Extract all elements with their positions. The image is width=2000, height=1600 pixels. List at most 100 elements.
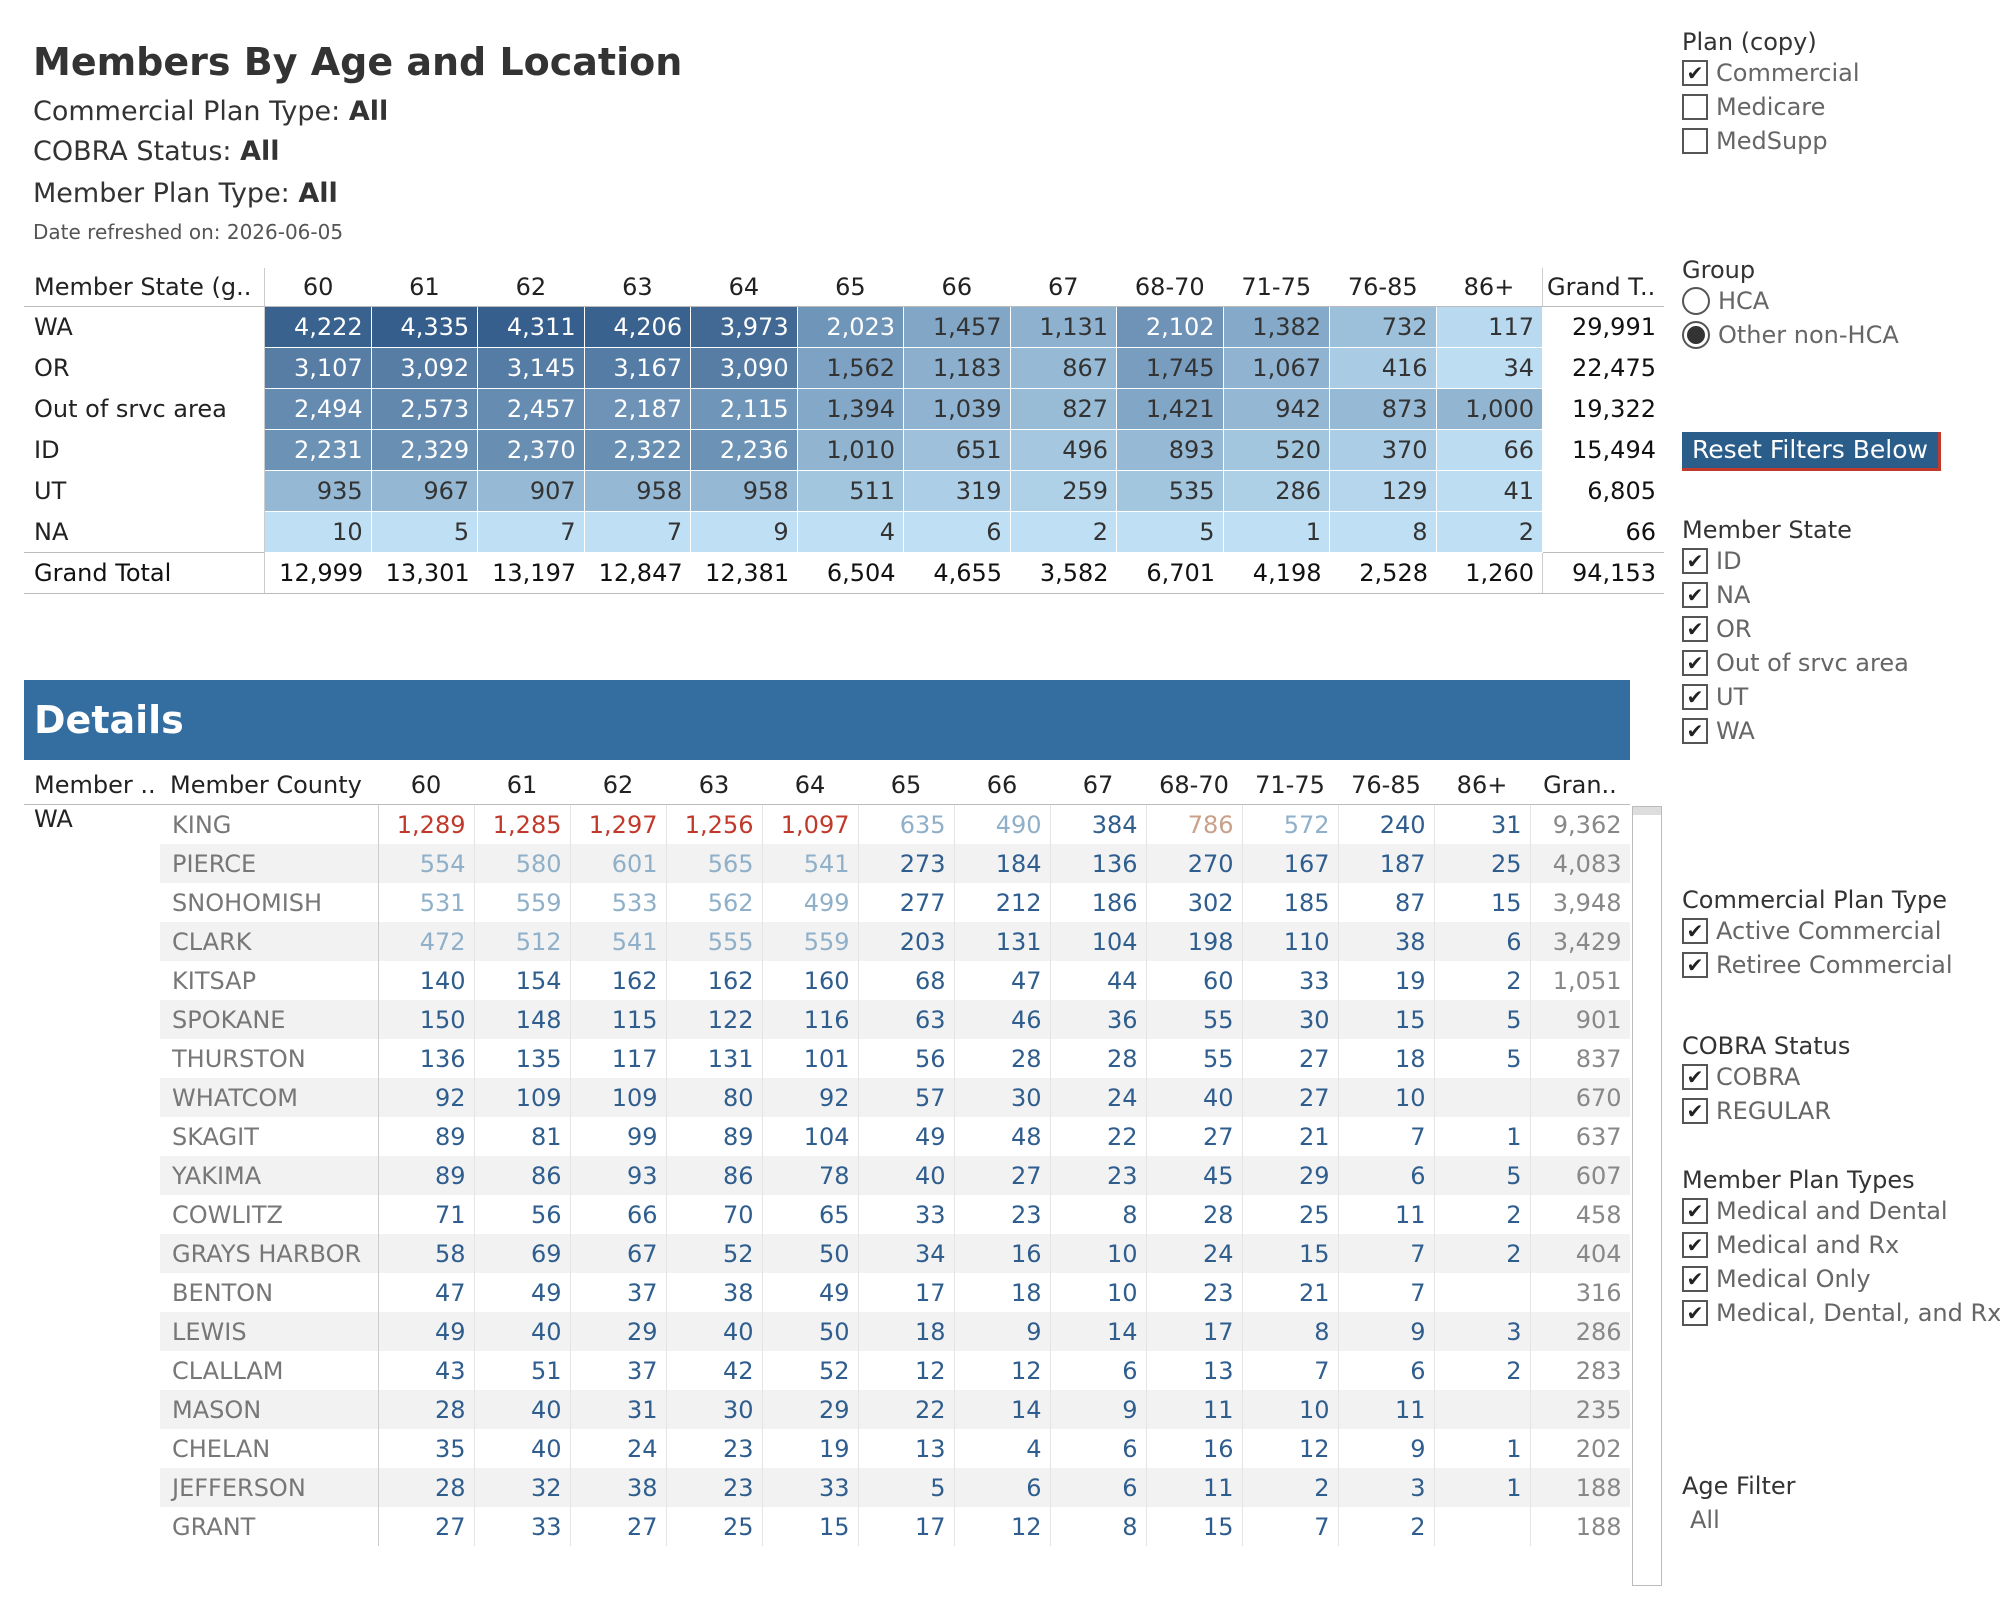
- filter-option-regular[interactable]: ✔ REGULAR: [1682, 1094, 1982, 1128]
- summary-cell[interactable]: 7: [584, 511, 692, 553]
- filter-option-other-non-hca[interactable]: Other non-HCA: [1682, 318, 1982, 352]
- details-cell[interactable]: 187: [1338, 844, 1435, 883]
- summary-cell[interactable]: 2,494: [264, 388, 372, 430]
- details-cell[interactable]: 140: [378, 961, 475, 1000]
- summary-col-header[interactable]: 63: [584, 268, 691, 307]
- details-cell[interactable]: 16: [954, 1234, 1051, 1273]
- details-col-header[interactable]: 64: [762, 766, 858, 805]
- filter-option-wa[interactable]: ✔ WA: [1682, 714, 1982, 748]
- details-cell[interactable]: 34: [858, 1234, 955, 1273]
- details-cell[interactable]: 12: [954, 1351, 1051, 1390]
- summary-cell[interactable]: 867: [1010, 347, 1118, 389]
- summary-cell[interactable]: 2: [1436, 511, 1543, 553]
- filter-option-label[interactable]: Retiree Commercial: [1716, 951, 1953, 979]
- details-cell[interactable]: 136: [378, 1039, 475, 1078]
- details-cell[interactable]: 277: [858, 883, 955, 922]
- details-cell[interactable]: 49: [762, 1273, 859, 1312]
- checkbox[interactable]: ✔: [1682, 1098, 1708, 1124]
- details-cell[interactable]: 212: [954, 883, 1051, 922]
- details-cell[interactable]: 52: [762, 1351, 859, 1390]
- checkbox[interactable]: [1682, 94, 1708, 120]
- details-county-cell[interactable]: KING: [160, 804, 379, 844]
- details-cell[interactable]: 44: [1050, 961, 1147, 1000]
- details-col-header[interactable]: 76-85: [1338, 766, 1434, 805]
- details-cell[interactable]: 116: [762, 1000, 859, 1039]
- details-cell[interactable]: 6: [1050, 1351, 1147, 1390]
- details-cell[interactable]: 80: [666, 1078, 763, 1117]
- summary-cell[interactable]: 8: [1329, 511, 1437, 553]
- details-cell[interactable]: 6: [1338, 1156, 1435, 1195]
- details-cell[interactable]: 109: [570, 1078, 667, 1117]
- checkbox[interactable]: ✔: [1682, 918, 1708, 944]
- details-cell[interactable]: 2: [1434, 1351, 1531, 1390]
- details-cell[interactable]: 18: [954, 1273, 1051, 1312]
- details-cell[interactable]: 24: [1146, 1234, 1243, 1273]
- details-cell[interactable]: 562: [666, 883, 763, 922]
- details-cell[interactable]: 27: [378, 1507, 475, 1546]
- summary-cell[interactable]: 2,231: [264, 429, 372, 471]
- summary-col-header[interactable]: 64: [690, 268, 798, 307]
- details-cell[interactable]: 131: [666, 1039, 763, 1078]
- details-cell[interactable]: 38: [666, 1273, 763, 1312]
- details-county-cell[interactable]: YAKIMA: [160, 1156, 379, 1195]
- details-county-cell[interactable]: CHELAN: [160, 1429, 379, 1468]
- filter-option-label[interactable]: Medical and Dental: [1716, 1197, 1948, 1225]
- details-cell[interactable]: 1,285: [474, 804, 571, 844]
- summary-cell[interactable]: 2,370: [477, 429, 585, 471]
- summary-cell[interactable]: 942: [1223, 388, 1331, 430]
- details-row-total[interactable]: 404: [1530, 1234, 1630, 1273]
- checkbox[interactable]: ✔: [1682, 548, 1708, 574]
- details-cell[interactable]: 21: [1242, 1117, 1339, 1156]
- details-row-total[interactable]: 3,429: [1530, 922, 1630, 961]
- details-cell[interactable]: 11: [1338, 1195, 1435, 1234]
- details-county-cell[interactable]: JEFFERSON: [160, 1468, 379, 1507]
- details-cell[interactable]: 162: [666, 961, 763, 1000]
- details-row-total[interactable]: 283: [1530, 1351, 1630, 1390]
- grand-total-cell[interactable]: 6,701: [1116, 552, 1224, 594]
- details-cell[interactable]: 186: [1050, 883, 1147, 922]
- details-cell[interactable]: 572: [1242, 804, 1339, 844]
- filter-option-label[interactable]: Other non-HCA: [1718, 321, 1899, 349]
- details-cell[interactable]: 2: [1434, 1195, 1531, 1234]
- grand-total-cell[interactable]: 4,655: [903, 552, 1011, 594]
- summary-row-total[interactable]: 29,991: [1541, 306, 1664, 348]
- details-cell[interactable]: 2: [1242, 1468, 1339, 1507]
- summary-cell[interactable]: 535: [1116, 470, 1224, 512]
- grand-total-cell[interactable]: 4,198: [1223, 552, 1330, 594]
- details-cell[interactable]: 38: [570, 1468, 667, 1507]
- details-cell[interactable]: 17: [1146, 1312, 1243, 1351]
- details-col-header[interactable]: 65: [858, 766, 954, 805]
- details-cell[interactable]: 45: [1146, 1156, 1243, 1195]
- summary-cell[interactable]: 1,745: [1116, 347, 1224, 389]
- details-cell[interactable]: 21: [1242, 1273, 1339, 1312]
- summary-cell[interactable]: 520: [1223, 429, 1331, 471]
- details-cell[interactable]: 27: [1146, 1117, 1243, 1156]
- reset-filters-button[interactable]: Reset Filters Below: [1682, 432, 1941, 471]
- age-filter-dropdown[interactable]: All: [1690, 1506, 1720, 1534]
- details-cell[interactable]: 86: [666, 1156, 763, 1195]
- details-cell[interactable]: 32: [474, 1468, 571, 1507]
- details-cell[interactable]: 33: [1242, 961, 1339, 1000]
- details-cell[interactable]: 47: [954, 961, 1051, 1000]
- details-cell[interactable]: 68: [858, 961, 955, 1000]
- filter-option-medsupp[interactable]: MedSupp: [1682, 124, 1982, 158]
- filter-option-label[interactable]: Medicare: [1716, 93, 1826, 121]
- summary-cell[interactable]: 3,973: [690, 306, 798, 348]
- details-cell[interactable]: 33: [474, 1507, 571, 1546]
- summary-cell[interactable]: 4: [797, 511, 905, 553]
- summary-cell[interactable]: 496: [1010, 429, 1118, 471]
- details-cell[interactable]: 27: [1242, 1039, 1339, 1078]
- details-cell[interactable]: 1: [1434, 1468, 1531, 1507]
- details-cell[interactable]: 2: [1434, 961, 1531, 1000]
- summary-cell[interactable]: 1,183: [903, 347, 1011, 389]
- details-cell[interactable]: 7: [1338, 1273, 1435, 1312]
- details-cell[interactable]: 89: [666, 1117, 763, 1156]
- details-col-header[interactable]: 66: [954, 766, 1050, 805]
- details-cell[interactable]: 56: [858, 1039, 955, 1078]
- details-cell[interactable]: 8: [1050, 1195, 1147, 1234]
- details-col-header[interactable]: 63: [666, 766, 762, 805]
- summary-cell[interactable]: 958: [690, 470, 798, 512]
- details-county-cell[interactable]: PIERCE: [160, 844, 379, 883]
- details-cell[interactable]: 150: [378, 1000, 475, 1039]
- summary-row-total[interactable]: 19,322: [1541, 388, 1664, 430]
